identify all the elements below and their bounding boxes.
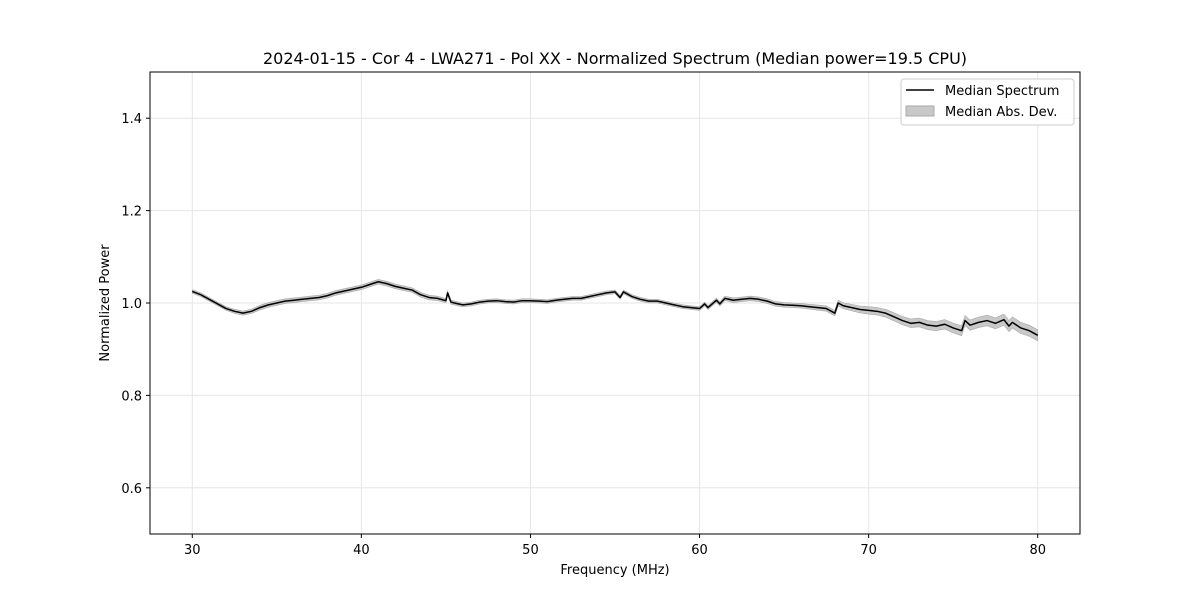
y-tick-label: 0.8 <box>121 389 142 404</box>
x-tick-label: 70 <box>860 543 877 558</box>
chart-title: 2024-01-15 - Cor 4 - LWA271 - Pol XX - N… <box>263 49 967 68</box>
y-axis-ticks: 0.6 0.8 1.0 1.2 1.4 <box>121 112 150 497</box>
legend: Median Spectrum Median Abs. Dev. <box>900 78 1075 126</box>
x-tick-label: 50 <box>522 543 539 558</box>
x-axis-label: Frequency (MHz) <box>560 563 669 578</box>
x-tick-label: 30 <box>184 543 201 558</box>
spectrum-line-layer <box>192 281 1039 336</box>
median-spectrum-line <box>192 281 1039 336</box>
legend-label-median-spectrum: Median Spectrum <box>945 84 1059 99</box>
x-tick-label: 40 <box>353 543 370 558</box>
x-axis-ticks: 30 40 50 60 70 80 <box>184 534 1046 558</box>
legend-box <box>900 78 1075 126</box>
y-tick-label: 1.4 <box>121 112 142 127</box>
legend-label-median-abs-dev: Median Abs. Dev. <box>945 105 1057 120</box>
legend-band-swatch <box>905 105 935 117</box>
y-tick-label: 0.6 <box>121 482 142 497</box>
x-tick-label: 60 <box>691 543 708 558</box>
y-tick-label: 1.2 <box>121 205 142 220</box>
y-axis-label: Normalized Power <box>98 244 113 362</box>
x-tick-label: 80 <box>1029 543 1046 558</box>
y-tick-label: 1.0 <box>121 297 142 312</box>
